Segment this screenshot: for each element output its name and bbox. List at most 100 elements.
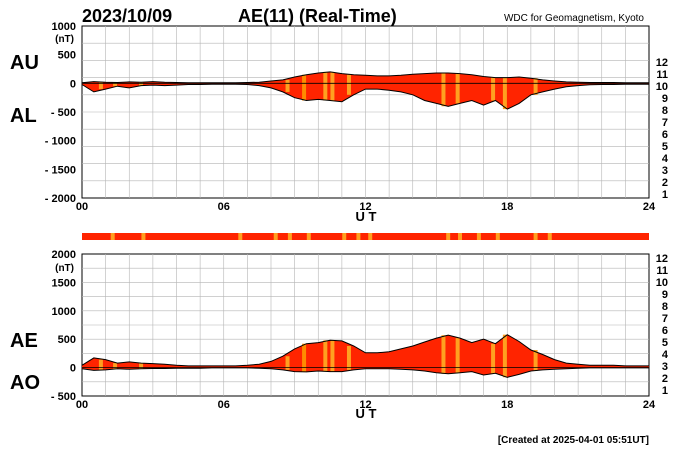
x-tick-label: 06 [218,201,230,213]
stripe [455,338,460,373]
legend-entry: 3 [662,361,668,373]
series-line-ao [81,367,649,378]
stripe [502,77,507,110]
legend-entry: 2 [662,177,668,189]
stripe [330,340,335,372]
station-bar-marker [273,233,278,240]
legend-entry: 9 [662,289,668,301]
series-line-au [81,71,649,84]
legend-entry: 5 [662,141,668,153]
station-bar-marker [495,233,500,240]
y-tick-label: - 2000 [45,193,76,205]
station-bar-marker [342,233,347,240]
station-bar-marker [446,233,451,240]
station-bar-marker [547,233,552,240]
y-tick-label: 2000 [52,249,76,261]
stripe [533,349,538,372]
stripe [323,71,328,101]
stripe [346,346,351,370]
stripe [491,77,496,101]
station-bar-marker [110,233,115,240]
au-al-panel: AU AL (nT) U T 1000 500 0 - 500 - 1000 - 1500… [10,21,656,224]
ao-label: AO [10,372,40,394]
stripe [346,74,351,95]
stripe [302,343,307,372]
x-axis-label: U T [356,406,377,421]
station-bar-marker [533,233,538,240]
station-bar-marker [458,233,462,240]
source-label: WDC for Geomagnetism, Kyoto [504,13,644,24]
legend-entry: 7 [662,313,668,325]
y-tick-label: - 500 [51,107,76,119]
stripe [330,71,335,101]
y-tick-label: 500 [58,334,76,346]
al-label: AL [10,105,37,127]
legend-entry: 6 [662,325,668,337]
stripe [139,363,144,369]
y-tick-label: - 500 [51,391,76,403]
y-tick-label: - 1000 [45,136,76,148]
date-title: 2023/10/09 [82,6,172,26]
stripe [502,334,507,378]
x-tick-label: 18 [501,201,513,213]
y-tick-label: - 1500 [45,164,76,176]
stripe [441,73,446,107]
stripe [455,73,460,104]
station-availability-bar [82,233,649,240]
station-bar-marker [476,233,481,240]
stripe [98,359,103,370]
y-tick-label: 0 [70,78,76,90]
filled-area [82,334,649,378]
legend-entry: 12 [656,57,668,69]
x-tick-label: 24 [643,201,656,213]
station-bar-base [82,233,649,240]
index-title: AE(11) (Real-Time) [238,6,397,26]
legend-entry: 4 [662,349,669,361]
stripe [139,82,144,86]
x-tick-label: 18 [501,399,513,411]
stripe [533,78,538,95]
series-line-al [81,83,649,110]
station-bar-marker [306,233,311,240]
station-bar-marker [287,233,292,240]
y-tick-label: 0 [70,363,76,375]
legend-entry: 8 [662,105,668,117]
legend-entry: 12 [656,253,668,265]
legend-entry: 10 [656,81,668,93]
x-axis-label: U T [356,209,377,224]
created-timestamp: [Created at 2025-04-01 05:51UT] [498,435,649,446]
series-line-ae [81,334,649,367]
stripe [285,356,290,370]
legend-entry: 10 [656,277,668,289]
y-tick-label: 1500 [52,277,76,289]
ae-label: AE [10,330,38,352]
x-tick-label: 12 [359,399,371,411]
stripe [323,340,328,372]
legend-entry: 7 [662,117,668,129]
unit-label: (nT) [55,263,74,274]
legend-entry: 9 [662,93,668,105]
stripe [441,335,446,374]
x-tick-label: 06 [218,399,230,411]
stripe [98,82,103,90]
y-tick-label: 1000 [52,21,76,33]
legend-entry: 8 [662,301,668,313]
y-tick-label: 500 [58,50,76,62]
unit-label: (nT) [55,34,74,45]
filled-area [82,71,649,110]
x-tick-label: 00 [76,201,88,213]
y-tick-label: 1000 [52,306,76,318]
x-tick-label: 00 [76,399,88,411]
legend-entry: 3 [662,165,668,177]
legend-entry: 1 [662,189,668,201]
legend-entry: 11 [656,265,668,277]
x-tick-label: 24 [643,399,656,411]
legend-entry: 6 [662,129,668,141]
legend-entry: 1 [662,385,668,397]
legend-entry: 11 [656,69,668,81]
x-tick-label: 12 [359,201,371,213]
